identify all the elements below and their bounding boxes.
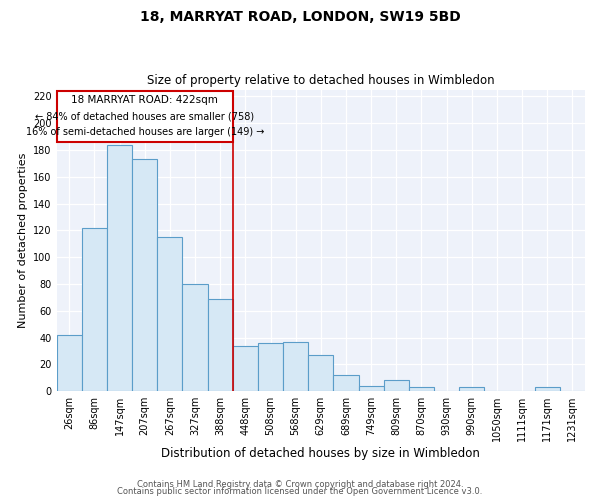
Bar (384, 380, 409, 391)
Bar (233, 346, 258, 391)
Bar (308, 355, 334, 391)
Bar (132, 160, 157, 391)
Bar (334, 375, 359, 391)
Bar (535, 387, 560, 391)
Bar (107, 144, 132, 391)
Text: 18 MARRYAT ROAD: 422sqm: 18 MARRYAT ROAD: 422sqm (71, 95, 218, 105)
Text: Contains HM Land Registry data © Crown copyright and database right 2024.: Contains HM Land Registry data © Crown c… (137, 480, 463, 489)
Bar (459, 387, 484, 391)
Bar (208, 298, 233, 391)
FancyBboxPatch shape (56, 91, 233, 142)
Bar (56, 335, 82, 391)
X-axis label: Distribution of detached houses by size in Wimbledon: Distribution of detached houses by size … (161, 447, 480, 460)
Bar (82, 228, 107, 391)
Text: 18, MARRYAT ROAD, LONDON, SW19 5BD: 18, MARRYAT ROAD, LONDON, SW19 5BD (140, 10, 460, 24)
Text: Contains public sector information licensed under the Open Government Licence v3: Contains public sector information licen… (118, 487, 482, 496)
Y-axis label: Number of detached properties: Number of detached properties (17, 152, 28, 328)
Text: ← 84% of detached houses are smaller (758): ← 84% of detached houses are smaller (75… (35, 112, 254, 122)
Bar (258, 343, 283, 391)
Bar (157, 237, 182, 391)
Bar (283, 342, 308, 391)
Title: Size of property relative to detached houses in Wimbledon: Size of property relative to detached ho… (147, 74, 494, 87)
Text: 16% of semi-detached houses are larger (149) →: 16% of semi-detached houses are larger (… (26, 126, 264, 136)
Bar (409, 387, 434, 391)
Bar (182, 284, 208, 391)
Bar (359, 386, 384, 391)
